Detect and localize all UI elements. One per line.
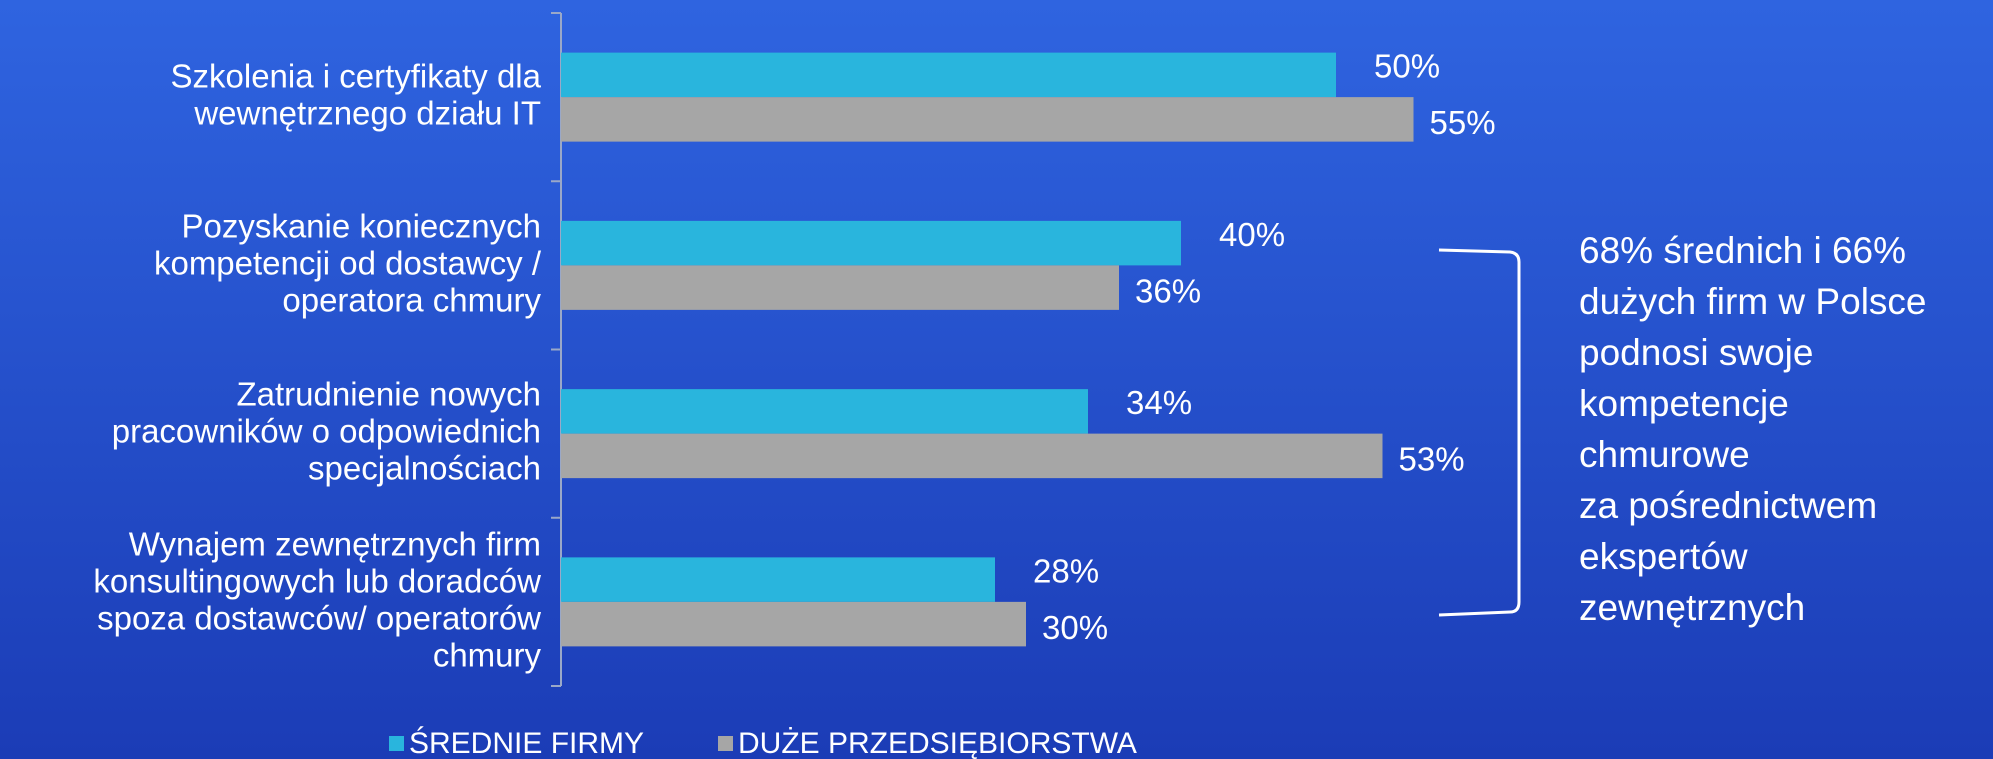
value-label: 28%	[1033, 552, 1099, 589]
value-label: 30%	[1042, 609, 1108, 646]
value-label: 34%	[1126, 384, 1192, 421]
value-label: 53%	[1399, 441, 1465, 478]
category-label: Szkolenia i certyfikaty dla wewnętrznego …	[171, 57, 542, 131]
category-label: Wynajem zewnętrznych firm konsultingowych…	[93, 525, 541, 673]
bar	[561, 52, 1336, 98]
annotation: dużych firm w Polsce	[1579, 281, 1927, 322]
bar	[561, 601, 1026, 647]
value-label: 36%	[1135, 272, 1201, 309]
annotation: za pośrednictwem	[1579, 485, 1877, 526]
bar	[561, 220, 1181, 266]
bar	[561, 265, 1119, 310]
category-label: Zatrudnienie nowych pracowników o odpowie…	[112, 375, 541, 486]
bracket	[1438, 248, 1521, 617]
value-label: 40%	[1219, 216, 1285, 253]
bar	[561, 389, 1088, 434]
bar	[561, 557, 995, 602]
legend-label: DUŻE PRZEDSIĘBIORSTWA	[738, 727, 1137, 759]
value-label: 50%	[1374, 48, 1440, 85]
bar	[561, 97, 1414, 142]
annotation: chmurowe	[1579, 434, 1750, 475]
bar	[561, 433, 1383, 479]
annotation: zewnętrznych	[1579, 587, 1805, 628]
annotation: kompetencje	[1579, 383, 1789, 424]
category-label: Pozyskanie koniecznych kompetencji od dos…	[154, 207, 542, 318]
legend-label: ŚREDNIE FIRMY	[409, 726, 644, 759]
annotation: ekspertów	[1579, 536, 1748, 577]
annotation: podnosi swoje	[1579, 332, 1813, 373]
legend-swatch	[718, 736, 733, 751]
legend-swatch	[389, 736, 404, 751]
annotation: 68% średnich i 66%	[1579, 230, 1906, 271]
value-label: 55%	[1430, 104, 1496, 141]
